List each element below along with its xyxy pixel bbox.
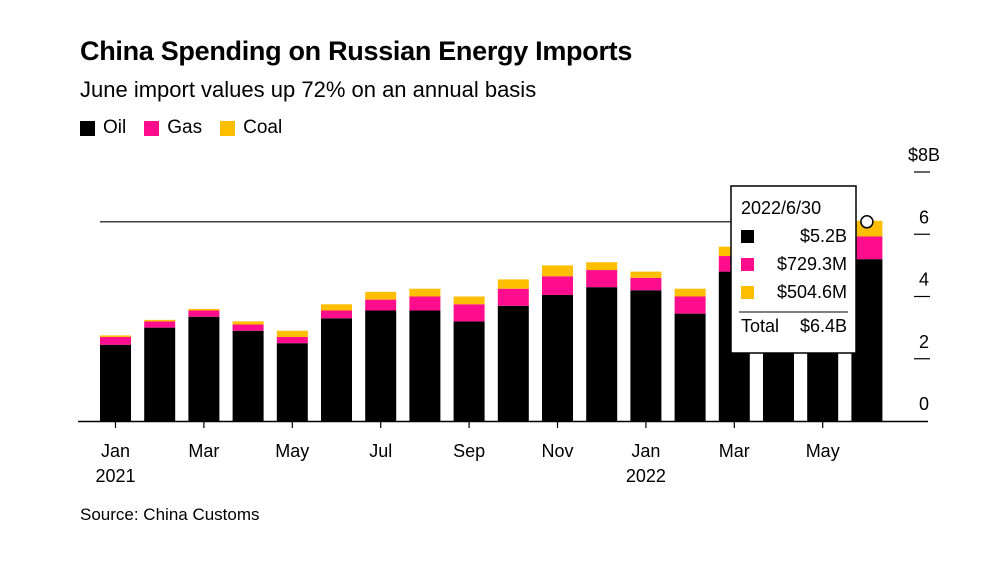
bar-gas-2021-01[interactable] [100, 336, 131, 345]
bar-coal-2021-08[interactable] [409, 288, 441, 297]
legend-label-gas: Gas [167, 117, 203, 138]
x-tick-label: Sep [453, 441, 485, 461]
tooltip-total-label: Total [741, 316, 779, 336]
bar-oil-2021-03[interactable] [188, 316, 220, 421]
bar-oil-2021-10[interactable] [497, 305, 529, 421]
bar-oil-2021-06[interactable] [321, 318, 352, 421]
legend-item-coal[interactable]: Coal [220, 117, 282, 139]
bar-gas-2022-01[interactable] [630, 277, 662, 291]
bar-oil-2022-01[interactable] [630, 290, 662, 421]
bar-oil-2021-01[interactable] [100, 344, 131, 421]
bar-coal-2022-06[interactable] [851, 220, 883, 237]
tooltip-total-value: $6.4B [800, 316, 847, 336]
tooltip-value-gas: $729.3M [777, 254, 847, 274]
x-tick-label: Mar [188, 441, 219, 461]
bar-coal-2021-10[interactable] [497, 279, 529, 289]
x-tick-label: Jul [369, 441, 392, 461]
legend-swatch-gas [144, 120, 160, 136]
tooltip-swatch-gas [741, 258, 754, 271]
bar-coal-2022-01[interactable] [630, 271, 662, 278]
bar-coal-2021-06[interactable] [321, 304, 352, 311]
tooltip-value-oil: $5.2B [800, 226, 847, 246]
x-tick-label: Mar [719, 441, 750, 461]
bar-gas-2021-08[interactable] [409, 296, 441, 311]
y-tick-label: 6 [919, 207, 929, 227]
y-tick-label: $8B [908, 145, 940, 165]
bar-gas-2021-11[interactable] [542, 276, 573, 295]
legend-label-coal: Coal [243, 117, 283, 138]
bar-gas-2021-06[interactable] [321, 310, 352, 319]
source-note: Source: China Customs [80, 505, 260, 524]
y-tick-label: 0 [919, 394, 929, 414]
legend-swatch-oil [80, 120, 95, 136]
x-tick-year-label: 2022 [626, 466, 666, 486]
legend-swatch-coal [220, 120, 236, 136]
chart-subtitle: June import values up 72% on an annual b… [80, 77, 537, 102]
bar-gas-2021-03[interactable] [188, 310, 220, 317]
legend-item-gas[interactable]: Gas [144, 117, 202, 139]
bar-gas-2021-07[interactable] [365, 299, 397, 311]
tooltip-swatch-oil [741, 230, 754, 243]
bar-oil-2021-11[interactable] [542, 294, 573, 421]
bar-gas-2022-02[interactable] [674, 296, 706, 314]
tooltip-swatch-coal [741, 286, 754, 299]
bar-coal-2021-12[interactable] [586, 262, 618, 271]
bar-coal-2021-09[interactable] [453, 296, 485, 305]
legend-label-oil: Oil [103, 117, 127, 138]
bar-gas-2021-09[interactable] [453, 304, 485, 322]
bar-coal-2022-02[interactable] [674, 288, 706, 297]
bar-coal-2021-07[interactable] [365, 291, 397, 300]
bar-oil-2021-08[interactable] [409, 310, 441, 421]
bar-oil-2021-12[interactable] [586, 287, 618, 421]
bar-gas-2021-10[interactable] [497, 288, 529, 306]
bar-coal-2021-11[interactable] [542, 265, 573, 277]
bar-gas-2021-04[interactable] [232, 324, 264, 331]
x-tick-label: May [275, 441, 309, 461]
bar-gas-2021-05[interactable] [276, 336, 308, 344]
legend-item-oil[interactable]: Oil [80, 117, 126, 139]
bar-oil-2021-04[interactable] [232, 330, 264, 421]
bar-coal-2021-05[interactable] [276, 330, 308, 337]
bar-coal-2021-02[interactable] [144, 319, 176, 322]
x-tick-label: Jan [101, 441, 130, 461]
bar-oil-2021-09[interactable] [453, 321, 485, 421]
x-tick-label: Jan [631, 441, 660, 461]
bar-coal-2021-01[interactable] [100, 335, 131, 337]
bar-oil-2021-02[interactable] [144, 327, 176, 421]
bar-coal-2021-03[interactable] [188, 308, 220, 311]
tooltip-date: 2022/6/30 [741, 198, 821, 218]
chart-title: China Spending on Russian Energy Imports [80, 36, 633, 66]
bar-gas-2021-02[interactable] [144, 321, 176, 328]
chart-legend: Oil Gas Coal [80, 117, 300, 139]
tooltip-value-coal: $504.6M [777, 282, 847, 302]
x-tick-year-label: 2021 [95, 466, 135, 486]
bar-oil-2021-07[interactable] [365, 310, 397, 421]
y-tick-label: 4 [919, 270, 929, 290]
hover-marker[interactable] [860, 215, 874, 229]
bar-gas-2021-12[interactable] [586, 270, 618, 288]
x-tick-label: May [806, 441, 840, 461]
bar-oil-2022-02[interactable] [674, 313, 706, 421]
bar-gas-2022-06[interactable] [851, 236, 883, 260]
y-tick-label: 2 [919, 332, 929, 352]
bar-coal-2021-04[interactable] [232, 321, 264, 325]
bar-oil-2021-05[interactable] [276, 343, 308, 421]
x-tick-label: Nov [541, 441, 573, 461]
